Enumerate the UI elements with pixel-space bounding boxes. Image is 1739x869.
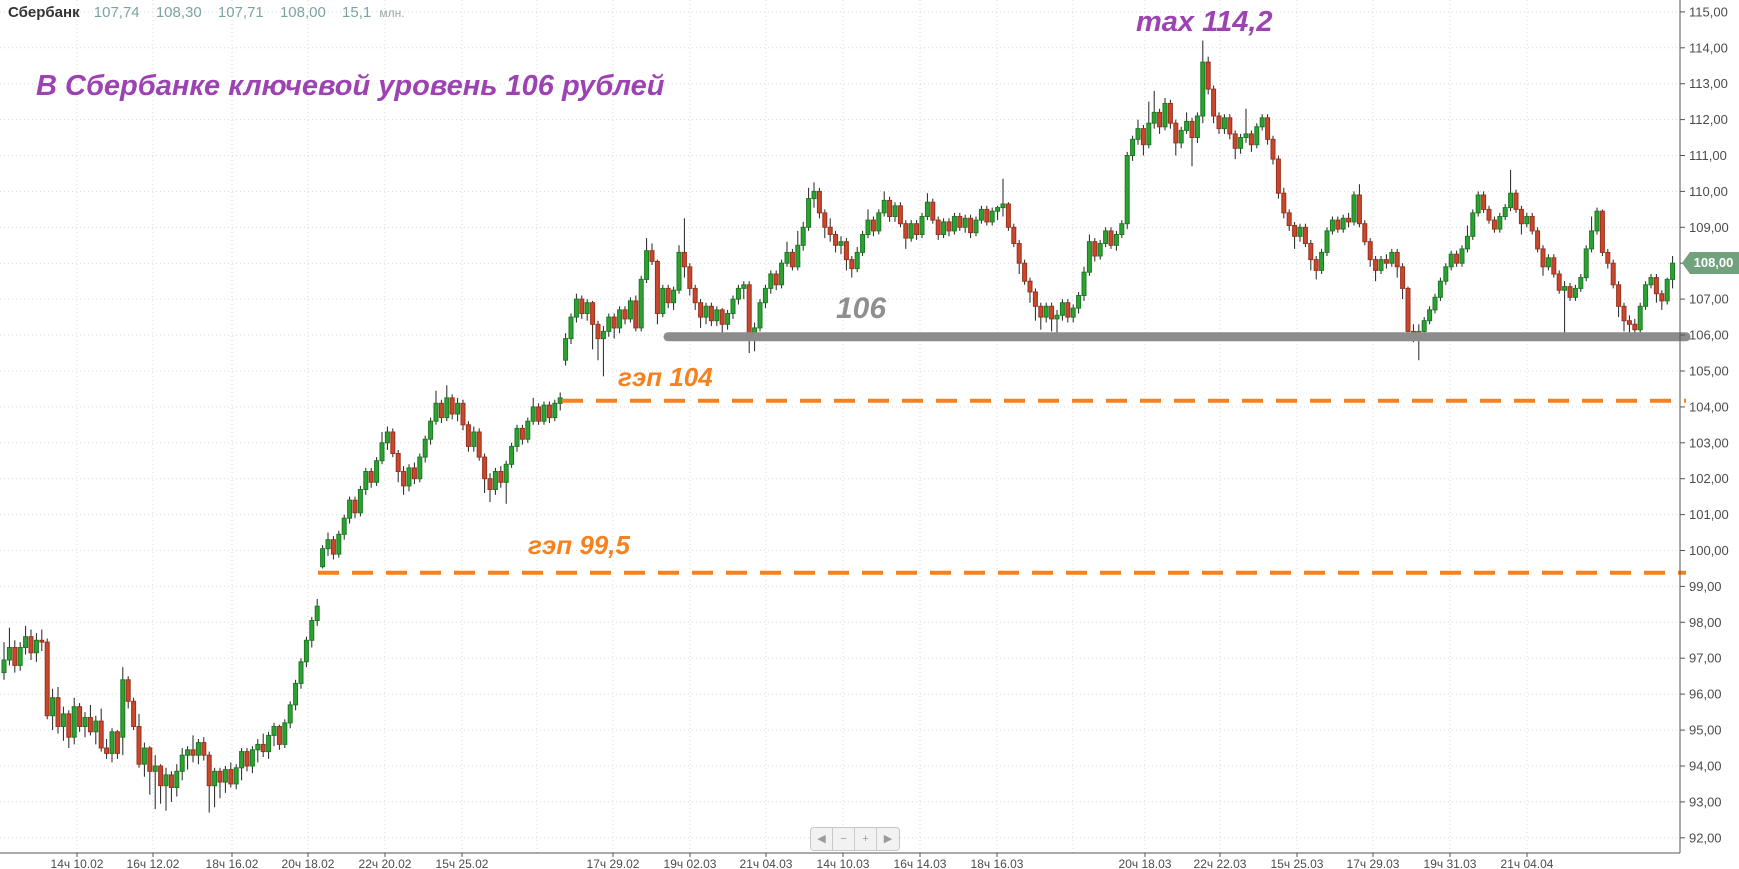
svg-text:16ч 14.03: 16ч 14.03: [894, 857, 947, 869]
svg-text:106,00: 106,00: [1689, 328, 1729, 343]
svg-text:22ч 22.03: 22ч 22.03: [1194, 857, 1247, 869]
svg-text:21ч 04.04: 21ч 04.04: [1501, 857, 1554, 869]
svg-text:16ч 12.02: 16ч 12.02: [127, 857, 180, 869]
low-value: 107,71: [217, 4, 264, 21]
svg-text:105,00: 105,00: [1689, 364, 1729, 379]
svg-text:112,00: 112,00: [1689, 112, 1728, 127]
svg-text:97,00: 97,00: [1689, 651, 1722, 666]
svg-text:21ч 04.03: 21ч 04.03: [740, 857, 793, 869]
svg-text:102,00: 102,00: [1689, 471, 1729, 486]
annotation-max-price: max 114,2: [1136, 6, 1273, 38]
svg-text:19ч 31.03: 19ч 31.03: [1424, 857, 1477, 869]
svg-text:17ч 29.03: 17ч 29.03: [1347, 857, 1400, 869]
chart-scroll-toolbar: ◀ − + ▶: [810, 827, 900, 851]
svg-text:111,00: 111,00: [1689, 148, 1727, 163]
svg-text:93,00: 93,00: [1689, 794, 1722, 809]
last-price-badge: 108,00: [1682, 252, 1739, 274]
svg-text:115,00: 115,00: [1689, 4, 1728, 19]
svg-text:92,00: 92,00: [1689, 830, 1722, 845]
svg-text:95,00: 95,00: [1689, 723, 1722, 738]
svg-text:15ч 25.03: 15ч 25.03: [1271, 857, 1324, 869]
svg-text:14ч 10.03: 14ч 10.03: [817, 857, 870, 869]
svg-text:99,00: 99,00: [1689, 579, 1722, 594]
svg-text:17ч 29.02: 17ч 29.02: [587, 857, 640, 869]
svg-text:113,00: 113,00: [1689, 76, 1728, 91]
volume-unit: млн.: [379, 6, 405, 20]
svg-text:22ч 20.02: 22ч 20.02: [359, 857, 412, 869]
svg-text:18ч 16.03: 18ч 16.03: [971, 857, 1024, 869]
svg-text:107,00: 107,00: [1689, 292, 1729, 307]
svg-text:109,00: 109,00: [1689, 220, 1729, 235]
high-value: 108,30: [155, 4, 202, 21]
svg-text:20ч 18.02: 20ч 18.02: [282, 857, 335, 869]
svg-text:14ч 10.02: 14ч 10.02: [51, 857, 104, 869]
svg-text:94,00: 94,00: [1689, 759, 1722, 774]
annotation-gap-104: гэп 104: [618, 362, 713, 392]
svg-text:18ч 16.02: 18ч 16.02: [206, 857, 259, 869]
svg-text:15ч 25.02: 15ч 25.02: [436, 857, 489, 869]
svg-text:114,00: 114,00: [1689, 40, 1728, 55]
svg-text:104,00: 104,00: [1689, 399, 1729, 414]
zoom-out-button[interactable]: −: [833, 828, 855, 850]
instrument-name: Сбербанк: [8, 4, 80, 21]
svg-text:98,00: 98,00: [1689, 615, 1722, 630]
close-value: 108,00: [279, 4, 326, 21]
annotation-key-level-title: В Сбербанке ключевой уровень 106 рублей: [36, 70, 665, 102]
open-value: 107,74: [93, 4, 140, 21]
zoom-in-button[interactable]: +: [855, 828, 877, 850]
svg-text:101,00: 101,00: [1689, 507, 1729, 522]
svg-text:110,00: 110,00: [1689, 184, 1728, 199]
annotation-level-106: 106: [836, 292, 887, 325]
svg-text:103,00: 103,00: [1689, 435, 1729, 450]
svg-text:19ч 02.03: 19ч 02.03: [664, 857, 717, 869]
annotation-gap-99-5: гэп 99,5: [528, 530, 630, 560]
svg-text:100,00: 100,00: [1689, 543, 1729, 558]
scroll-right-button[interactable]: ▶: [877, 828, 899, 850]
svg-text:20ч 18.03: 20ч 18.03: [1119, 857, 1172, 869]
scroll-left-button[interactable]: ◀: [811, 828, 833, 850]
volume-value: 15,1: [342, 4, 372, 21]
ohlc-header: Сбербанк 107,74 108,30 107,71 108,00 15,…: [8, 4, 405, 21]
svg-text:96,00: 96,00: [1689, 687, 1722, 702]
